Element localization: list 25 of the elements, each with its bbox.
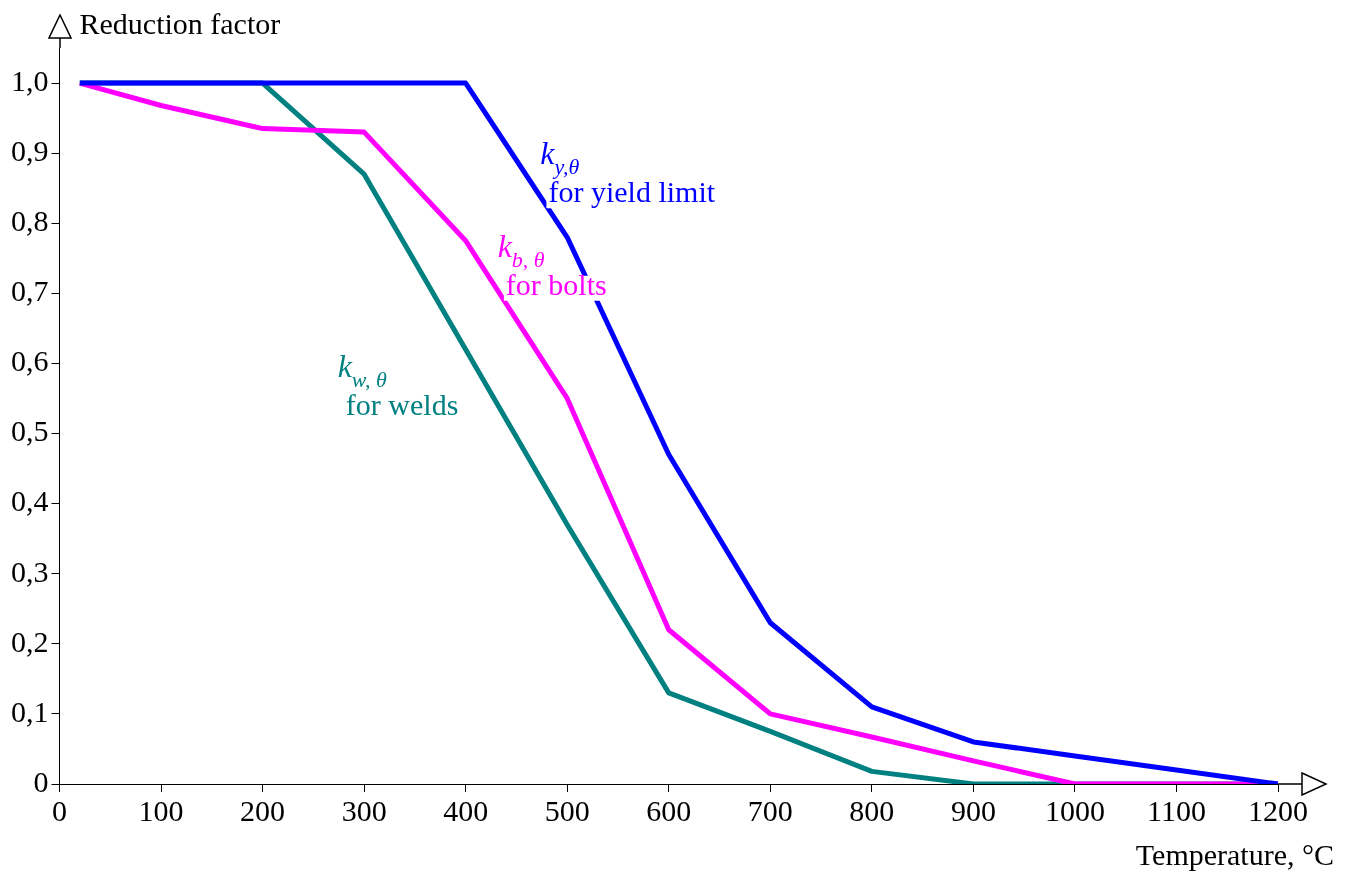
y-axis-title: Reduction factor <box>79 6 281 40</box>
x-axis-title: Temperature, °C <box>1135 837 1334 871</box>
y-tick-label: 0,5 <box>11 414 49 448</box>
x-tick-label: 1100 <box>1147 793 1206 827</box>
x-tick-label: 1200 <box>1248 793 1308 827</box>
y-tick-label: 0,3 <box>11 554 49 588</box>
y-tick-label: 0,9 <box>11 134 49 168</box>
x-tick-label: 800 <box>849 793 895 827</box>
y-tick-label: 0,1 <box>11 694 49 728</box>
y-tick-label: 0 <box>33 764 49 798</box>
y-tick-label: 0,7 <box>11 274 49 308</box>
x-tick-label: 500 <box>544 793 590 827</box>
x-tick-label: 700 <box>747 793 793 827</box>
x-tick-label: 900 <box>950 793 996 827</box>
y-tick-label: 0,4 <box>11 484 49 518</box>
y-tick-label: 1,0 <box>11 63 49 97</box>
y-tick-label: 0,6 <box>11 344 49 378</box>
x-tick-label: 300 <box>341 793 387 827</box>
y-tick-label: 0,2 <box>11 624 49 658</box>
x-tick-label: 200 <box>240 793 286 827</box>
x-tick-label: 400 <box>443 793 489 827</box>
y-tick-label: 0,8 <box>11 204 49 238</box>
x-tick-label: 600 <box>646 793 692 827</box>
x-tick-label: 1000 <box>1044 793 1105 827</box>
x-tick-label: 100 <box>138 793 184 827</box>
